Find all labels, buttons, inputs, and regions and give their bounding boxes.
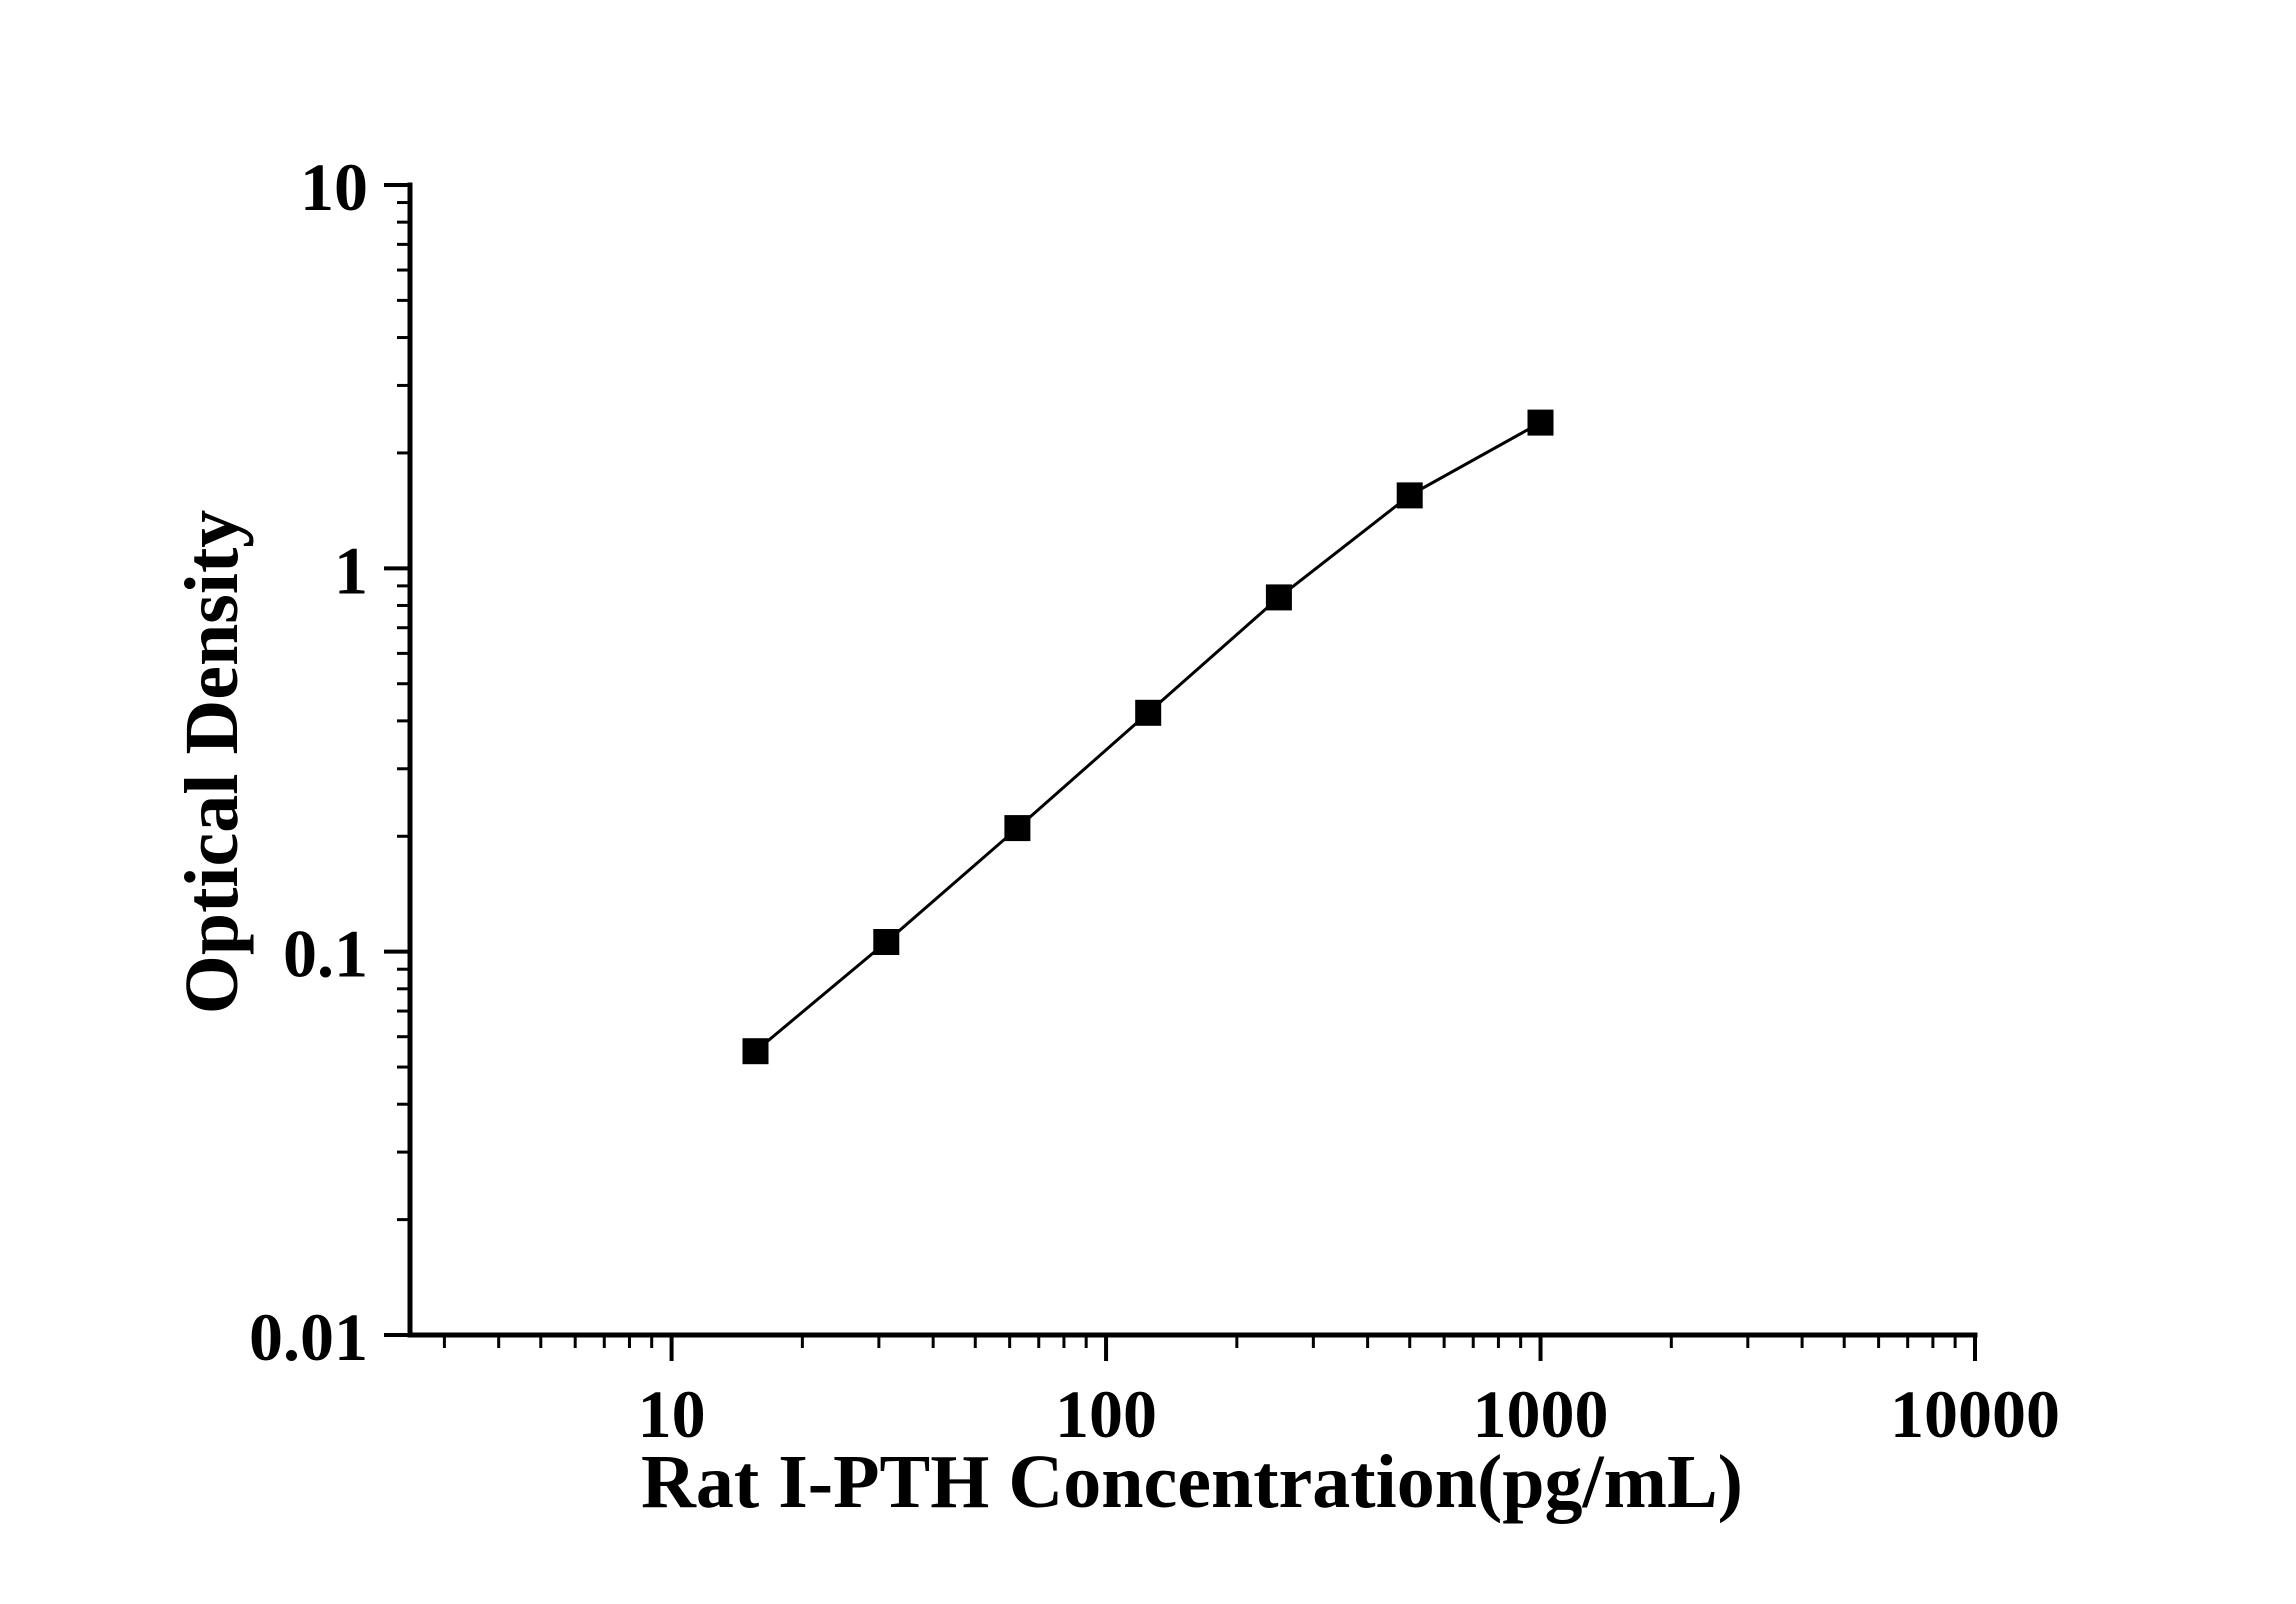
data-point-marker <box>1265 584 1292 611</box>
data-point-marker <box>1527 409 1554 436</box>
x-tick-label: 10000 <box>1890 1376 2060 1452</box>
y-tick-label: 0.1 <box>283 916 368 992</box>
data-point-marker <box>1396 482 1423 509</box>
y-tick-label: 0.01 <box>249 1299 368 1375</box>
y-ticks: 0.01 0.1 1 10 <box>249 149 410 1375</box>
data-point-marker <box>1004 815 1031 842</box>
series-line <box>754 421 1542 1053</box>
x-tick-label: 1000 <box>1473 1376 1609 1452</box>
x-axis-title: Rat I-PTH Concentration(pg/mL) <box>641 1440 1743 1524</box>
y-tick-label: 1 <box>334 532 368 608</box>
x-ticks: 10 100 1000 10000 <box>442 1335 2060 1452</box>
x-tick-label: 10 <box>638 1376 706 1452</box>
data-point-marker <box>873 929 900 955</box>
series-markers <box>742 409 1554 1065</box>
data-point-marker <box>742 1038 769 1065</box>
data-point-marker <box>1135 699 1162 726</box>
y-axis-title: Optical Density <box>170 509 254 1015</box>
x-tick-label: 100 <box>1055 1376 1157 1452</box>
y-tick-label: 10 <box>300 149 368 225</box>
axis-lines <box>407 182 1978 1338</box>
